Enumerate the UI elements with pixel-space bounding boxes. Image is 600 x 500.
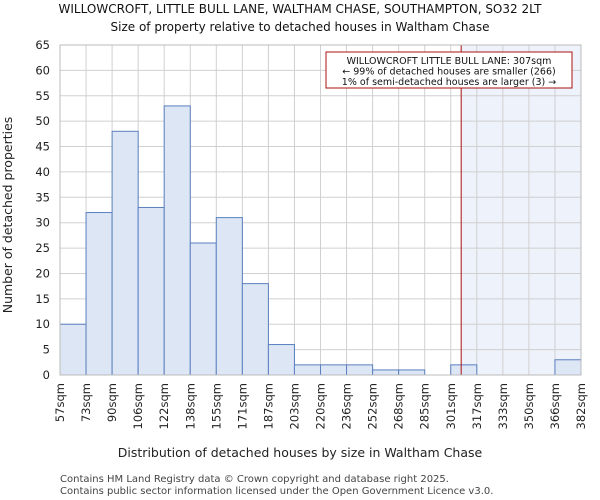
y-tick-label: 30: [35, 216, 50, 230]
y-tick-label: 55: [35, 89, 50, 103]
x-tick-label: 138sqm: [183, 383, 197, 429]
histogram-bar: [241, 283, 269, 376]
plot-area: 0 5 10 15 20 25 30 35 40 45 50 55 60 65 57sqm 73sqm 90sq…: [35, 38, 588, 429]
histogram-bar: [189, 242, 217, 376]
x-tick-label: 366sqm: [548, 383, 562, 429]
y-tick-label: 10: [35, 317, 50, 331]
x-tick-label: 57sqm: [53, 383, 67, 422]
histogram-bar: [554, 359, 582, 376]
x-tick-label: 90sqm: [105, 383, 119, 422]
histogram-bar: [398, 369, 426, 376]
x-tick-label: 252sqm: [366, 383, 380, 429]
y-tick-label: 20: [35, 266, 50, 280]
x-tick-label: 301sqm: [444, 383, 458, 429]
y-tick-label: 25: [35, 241, 50, 255]
x-tick-label: 122sqm: [157, 383, 171, 429]
y-tick-label: 35: [35, 190, 50, 204]
histogram-bar: [85, 212, 113, 376]
x-tick-label: 187sqm: [261, 383, 275, 429]
histogram-bar: [215, 217, 243, 376]
y-tick-label: 60: [35, 63, 50, 77]
x-tick-label: 73sqm: [79, 383, 93, 422]
y-tick-label: 65: [35, 38, 50, 52]
y-tick-label: 40: [35, 165, 50, 179]
x-tick-label: 268sqm: [392, 383, 406, 429]
histogram-bar: [111, 130, 139, 376]
histogram-bar: [450, 364, 478, 376]
x-tick-label: 333sqm: [496, 383, 510, 429]
x-tick-label: 350sqm: [522, 383, 536, 429]
y-tick-label: 5: [43, 343, 50, 357]
histogram-bar: [137, 206, 165, 376]
annotation-frame: [325, 51, 573, 89]
y-tick-label: 0: [43, 368, 50, 382]
x-tick-label: 382sqm: [574, 383, 588, 429]
histogram-bar: [293, 364, 322, 376]
y-tick-label: 50: [35, 114, 50, 128]
y-tick-label: 45: [35, 140, 50, 154]
histogram-bar: [346, 364, 374, 376]
y-axis-label: Number of detached properties: [0, 117, 15, 314]
y-tick-label: 15: [35, 292, 50, 306]
chart-title: WILLOWCROFT, LITTLE BULL LANE, WALTHAM C…: [59, 2, 543, 16]
histogram-bar: [372, 369, 400, 376]
x-tick-label: 236sqm: [340, 383, 354, 429]
highlight-region: [461, 45, 581, 375]
histogram-bar: [267, 344, 295, 376]
histogram-bar: [59, 323, 87, 376]
x-tick-label: 106sqm: [131, 383, 145, 429]
histogram-bar: [163, 105, 191, 376]
annotation-line-3: 1% of semi-detached houses are larger (3…: [342, 77, 556, 88]
footer-line-1: Contains HM Land Registry data © Crown c…: [60, 474, 449, 485]
chart-subtitle: Size of property relative to detached ho…: [111, 20, 490, 34]
x-tick-label: 317sqm: [470, 383, 484, 429]
histogram-bar: [320, 364, 348, 376]
annotation-box: WILLOWCROFT LITTLE BULL LANE: 307sqm← 99…: [325, 51, 573, 89]
x-axis-label: Distribution of detached houses by size …: [118, 445, 483, 460]
x-tick-label: 155sqm: [209, 383, 223, 429]
annotation-line-1: WILLOWCROFT LITTLE BULL LANE: 307sqm: [347, 56, 552, 67]
x-tick-label: 203sqm: [287, 383, 301, 429]
footer-line-2: Contains public sector information licen…: [60, 486, 493, 497]
plot-frame: [59, 44, 582, 376]
x-tick-label: 171sqm: [235, 383, 249, 429]
annotation-line-2: ← 99% of detached houses are smaller (26…: [342, 67, 555, 78]
x-tick-label: 220sqm: [314, 383, 328, 429]
x-tick-label: 285sqm: [418, 383, 432, 429]
